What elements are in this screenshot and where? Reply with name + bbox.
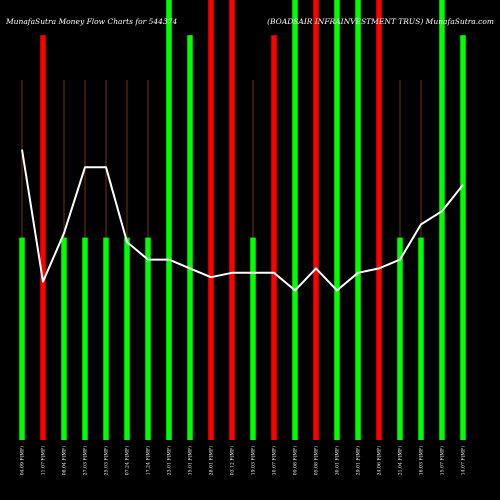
chart-title-right: (BOADSAIR INFRAINVESTMENT TRUS) MunafaSu… [267,17,494,26]
volume-bar [103,237,109,440]
x-tick-label: 04.09 F(MF) [19,446,26,475]
volume-bar [208,0,214,440]
volume-bar [292,0,298,440]
volume-bar [355,0,361,440]
volume-bar [145,237,151,440]
volume-bar [40,35,46,440]
x-tick-label: 17.24 F(MF) [145,446,152,475]
x-tick-label: 28.01 F(MF) [208,446,215,475]
x-tick-label: 03.12 F(MF) [229,446,236,475]
volume-bar [229,0,235,440]
x-tick-label: 07.24 F(MF) [124,446,131,475]
volume-bar [124,237,130,440]
x-tick-label: 16.03 F(MF) [418,446,425,475]
chart-title-left: MunafaSutra Money Flow Charts for 544374 [5,17,177,26]
volume-bar [166,0,172,440]
money-flow-line [21,149,464,292]
x-tick-label: 24.06 F(MF) [376,446,383,475]
x-tick-label: 15.07 F(MF) [439,446,446,475]
x-tick-label: 19.03 F(MF) [250,446,257,475]
volume-bar [397,237,403,440]
x-tick-label: 25.03 F(MF) [103,446,110,475]
x-tick-label: 23.01 F(MF) [166,446,173,475]
volume-bar [334,0,340,440]
volume-bar [313,0,319,440]
volume-bar [376,0,382,440]
volume-bar [250,237,256,440]
x-tick-label: 08.04 F(MF) [61,446,68,475]
money-flow-line-group [21,149,464,292]
volume-bar [439,0,445,440]
x-tick-label: 21.04 F(MF) [397,446,404,475]
x-tick-label: 30.01 F(MF) [334,446,341,475]
volume-bar [418,237,424,440]
volume-bar [460,35,466,440]
x-tick-label: 05.08 F(MF) [313,446,320,475]
volume-bar [19,237,25,440]
volume-bar [271,35,277,440]
volume-bar [82,237,88,440]
x-tick-label: 29.01 F(MF) [355,446,362,475]
x-tick-label: 11.07 F(MF) [40,446,47,475]
x-tick-label: 27.03 F(MF) [82,446,89,475]
bars [19,0,466,440]
x-tick-label: 15.01 F(MF) [187,446,194,475]
x-tick-label: 10.07 F(MF) [271,446,278,475]
volume-bar [187,35,193,440]
x-tick-labels: 04.09 F(MF) 11.07 F(MF) 08.04 F(MF) 27.03 F… [19,446,467,475]
x-tick-label: 09.08 F(MF) [292,446,299,475]
volume-bar [61,237,67,440]
x-tick-label: 14.07 F(MF) [460,446,467,475]
